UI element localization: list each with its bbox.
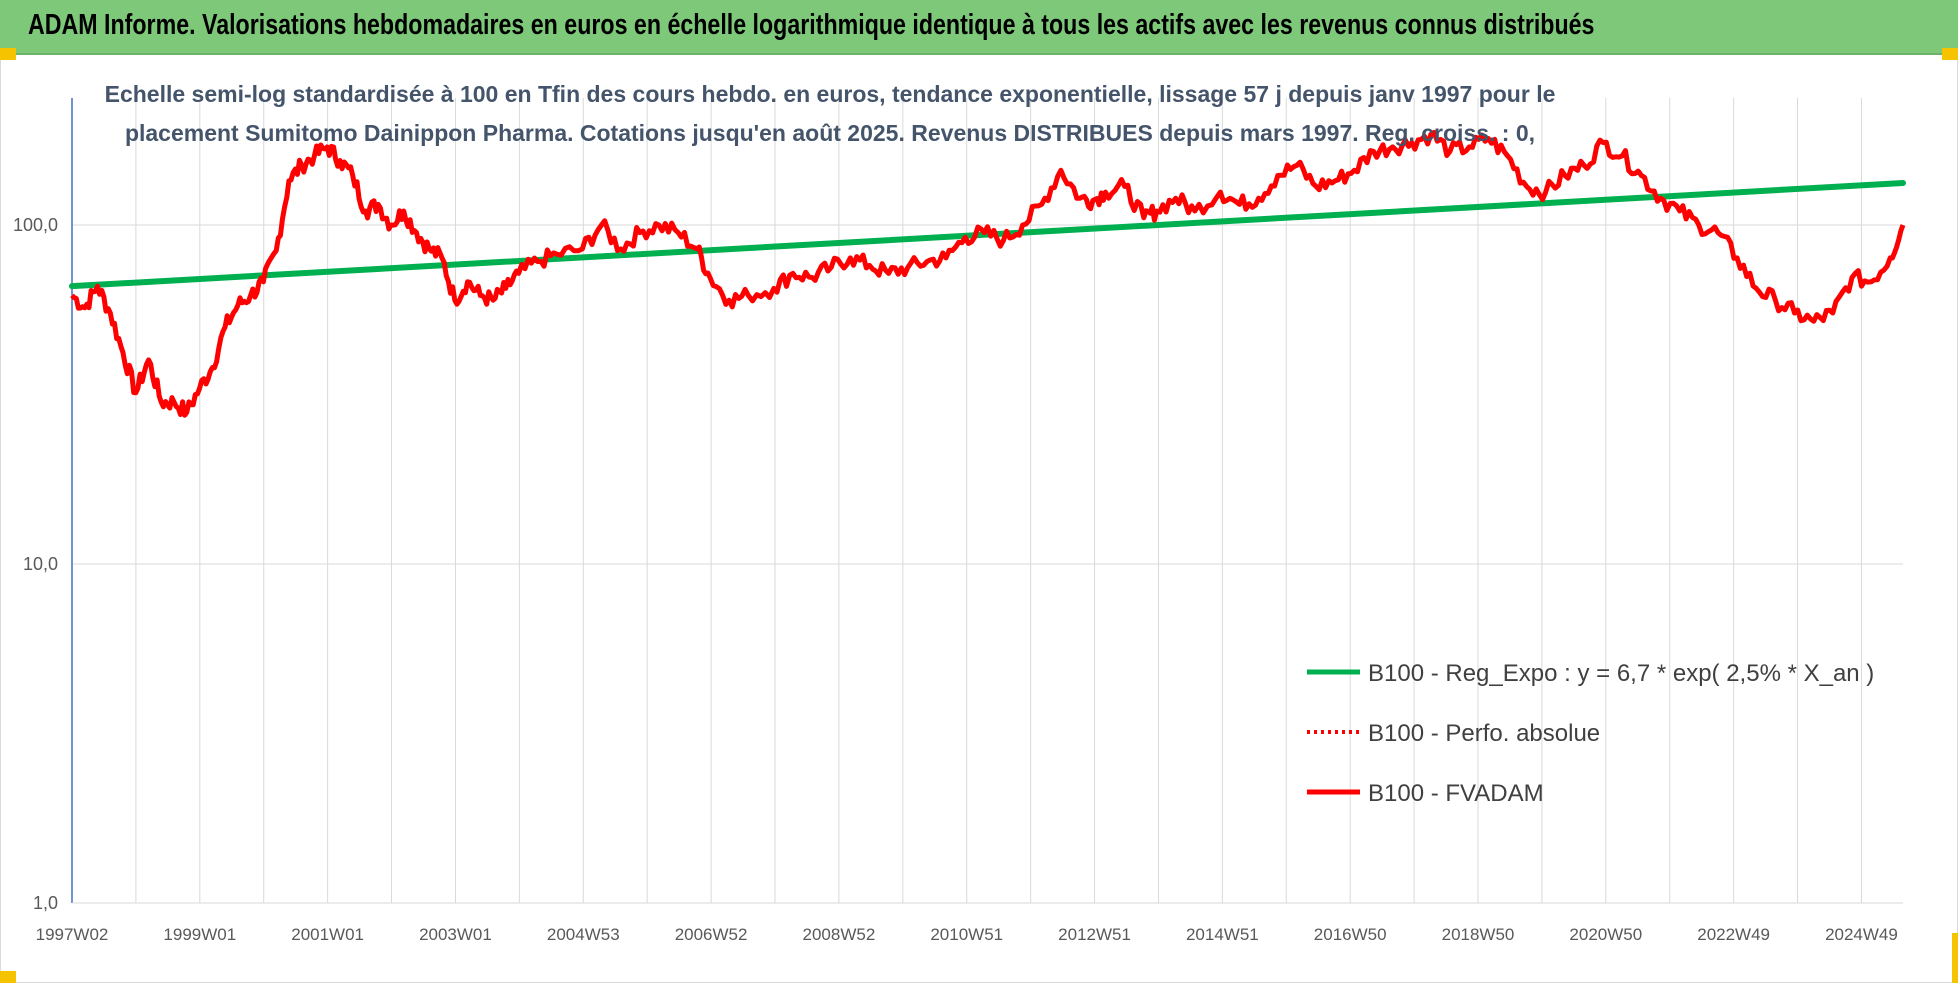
y-tick-label: 100,0 (13, 215, 58, 235)
legend-label-trend: B100 - Reg_Expo : y = 6,7 * exp( 2,5% * … (1368, 660, 1874, 687)
x-tick-label: 2001W01 (291, 925, 364, 944)
series-layer (69, 129, 1906, 418)
title-bar: ADAM Informe. Valorisations hebdomadaire… (0, 0, 1958, 55)
chart-plot: Echelle semi-log standardisée à 100 en T… (13, 81, 1906, 944)
x-tick-label: 2014W51 (1186, 925, 1259, 944)
x-tick-label: 2004W53 (547, 925, 620, 944)
series-trend-line (69, 180, 1906, 290)
x-tick-label: 2008W52 (803, 925, 876, 944)
legend-item-trend[interactable]: B100 - Reg_Expo : y = 6,7 * exp( 2,5% * … (1307, 660, 1874, 687)
x-tick-label: 2003W01 (419, 925, 492, 944)
x-tick-label: 1999W01 (163, 925, 236, 944)
chart-legend: B100 - Reg_Expo : y = 6,7 * exp( 2,5% * … (1307, 660, 1874, 807)
tick-layer: 1,0 10,0 100,0 1997W02 1999W01 2001W01 2003W01… (13, 215, 1898, 944)
x-tick-label: 2016W50 (1314, 925, 1387, 944)
x-tick-label: 1997W02 (36, 925, 109, 944)
chart-subtitle-line-1: Echelle semi-log standardisée à 100 en T… (105, 81, 1556, 107)
x-tick-label: 2006W52 (675, 925, 748, 944)
grid-layer (72, 98, 1903, 904)
y-tick-label: 10,0 (23, 554, 58, 574)
corner-marker-bottom-right (1952, 933, 1958, 983)
x-tick-label: 2022W49 (1697, 925, 1770, 944)
chart-subtitle-line-2: placement Sumitomo Dainippon Pharma. Cot… (125, 120, 1535, 146)
legend-label-perfo: B100 - Perfo. absolue (1368, 720, 1600, 747)
series-fvadam-line (70, 129, 1906, 418)
corner-marker-bottom-left (0, 971, 16, 983)
corner-marker-top-left (0, 48, 16, 60)
x-tick-label: 2012W51 (1058, 925, 1131, 944)
legend-label-fvadam: B100 - FVADAM (1368, 780, 1544, 807)
corner-marker-top-right (1942, 48, 1958, 60)
x-tick-label: 2010W51 (930, 925, 1003, 944)
axis-layer (71, 98, 1903, 904)
page-title: ADAM Informe. Valorisations hebdomadaire… (28, 9, 1595, 41)
y-tick-label: 1,0 (33, 893, 58, 913)
x-tick-label: 2024W49 (1825, 925, 1898, 944)
x-tick-label: 2018W50 (1442, 925, 1515, 944)
legend-item-perfo[interactable]: B100 - Perfo. absolue (1307, 720, 1600, 747)
x-tick-label: 2020W50 (1569, 925, 1642, 944)
legend-item-fvadam[interactable]: B100 - FVADAM (1307, 780, 1544, 807)
